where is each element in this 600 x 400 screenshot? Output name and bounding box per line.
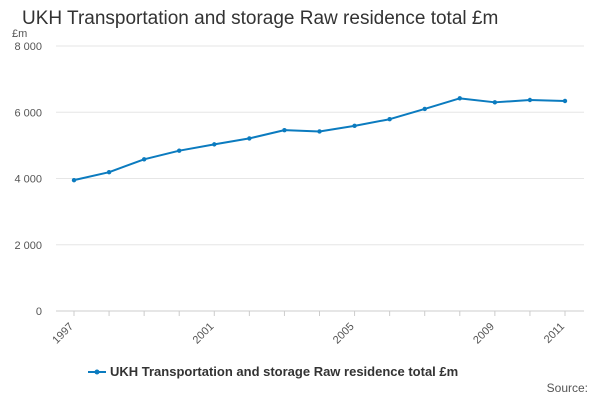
data-point bbox=[527, 97, 533, 103]
x-tick-label: 2009 bbox=[471, 321, 497, 347]
y-tick-label: 8 000 bbox=[14, 41, 42, 53]
grid-lines bbox=[56, 45, 584, 312]
y-tick-label: 6 000 bbox=[14, 107, 42, 119]
x-tick-label: 2005 bbox=[331, 321, 357, 347]
data-point bbox=[71, 177, 77, 183]
data-point bbox=[282, 127, 287, 133]
data-point bbox=[387, 117, 392, 122]
y-tick-label: 2 000 bbox=[14, 240, 42, 252]
data-point bbox=[247, 136, 252, 141]
y-tick-label: 4 000 bbox=[14, 174, 42, 186]
x-axis: 1997 2001 2005 2009 2011 bbox=[50, 311, 567, 346]
data-point bbox=[352, 123, 357, 129]
source-label: Source: bbox=[546, 381, 588, 395]
data-point bbox=[177, 148, 182, 153]
data-point bbox=[212, 142, 217, 147]
legend[interactable]: UKH Transportation and storage Raw resid… bbox=[88, 364, 458, 379]
y-tick-label: 0 bbox=[36, 306, 42, 318]
data-point bbox=[317, 129, 322, 134]
legend-swatch bbox=[88, 369, 106, 374]
x-tick-label: 1997 bbox=[50, 321, 76, 347]
data-point bbox=[457, 96, 462, 101]
x-tick-label: 2011 bbox=[542, 321, 567, 346]
chart-title: UKH Transportation and storage Raw resid… bbox=[22, 8, 499, 29]
data-point bbox=[422, 106, 427, 112]
data-point bbox=[562, 98, 568, 104]
data-point bbox=[106, 170, 112, 175]
legend-label: UKH Transportation and storage Raw resid… bbox=[110, 364, 459, 379]
series-line bbox=[73, 97, 566, 182]
y-axis-unit-label: £m bbox=[12, 28, 27, 40]
y-axis: 0 2 000 4 000 6 000 8 000 bbox=[14, 41, 42, 318]
data-point bbox=[141, 157, 147, 162]
series-layer bbox=[71, 96, 568, 183]
data-point bbox=[492, 100, 498, 105]
x-tick-label: 2001 bbox=[191, 321, 217, 347]
